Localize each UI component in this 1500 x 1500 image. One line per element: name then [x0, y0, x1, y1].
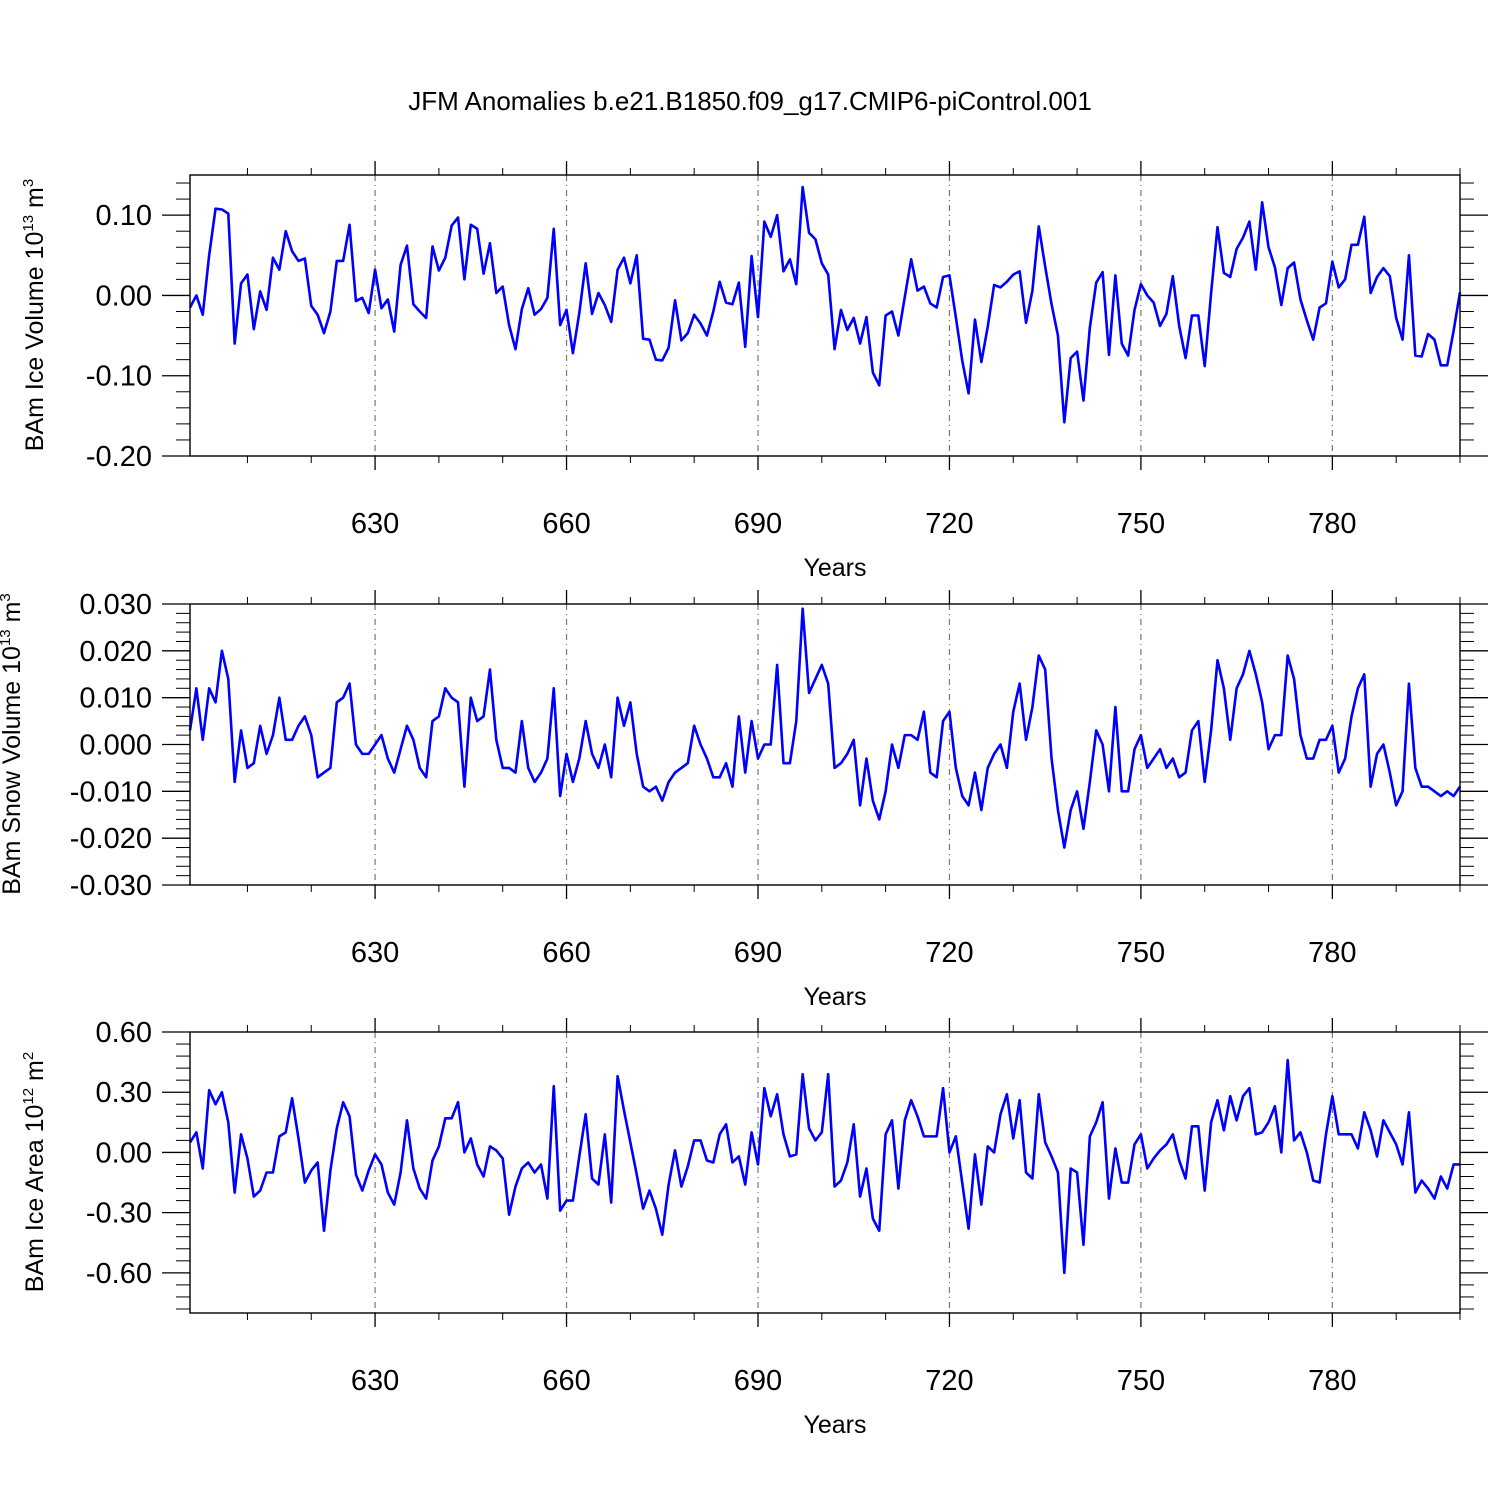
x-tick-label: 780	[1308, 937, 1356, 969]
x-tick-label: 690	[734, 508, 782, 540]
plot-frame	[189, 174, 1461, 457]
x-tick-label: 660	[542, 937, 590, 969]
x-axis-label: Years	[803, 1411, 866, 1439]
y-tick-label: 0.010	[79, 683, 152, 715]
series-line	[188, 607, 1462, 849]
x-tick-label: 690	[734, 1365, 782, 1397]
x-axis-label: Years	[803, 554, 866, 582]
plot-frame	[189, 1031, 1461, 1314]
y-axis-label: BAm Ice Volume 1013 m3	[20, 179, 49, 451]
y-tick-label: 0.000	[79, 730, 152, 762]
y-tick-label: -0.030	[70, 870, 152, 902]
y-tick-label: -0.010	[70, 776, 152, 808]
x-tick-label: 720	[925, 937, 973, 969]
x-tick-label: 690	[734, 937, 782, 969]
y-tick-label: -0.30	[86, 1198, 152, 1230]
x-tick-label: 750	[1117, 508, 1165, 540]
y-tick-label: -0.020	[70, 823, 152, 855]
x-tick-label: 630	[351, 937, 399, 969]
y-tick-label: 0.30	[96, 1077, 152, 1109]
x-tick-label: 720	[925, 508, 973, 540]
series-line	[188, 1058, 1460, 1275]
y-tick-label: 0.10	[96, 200, 152, 232]
y-tick-label: -0.60	[86, 1258, 152, 1290]
chart-panel-2: 630 660 690 720 750 780 -0.030 -0.020 -0.010 0.00…	[0, 589, 1488, 1011]
y-tick-label: 0.030	[79, 589, 152, 621]
y-axis-label: BAm Snow Volume 1013 m3	[0, 593, 26, 895]
y-tick-label: 0.020	[79, 636, 152, 668]
x-tick-label: 780	[1308, 508, 1356, 540]
series-line	[188, 185, 1462, 424]
y-tick-label: -0.10	[86, 361, 152, 393]
x-tick-label: 720	[925, 1365, 973, 1397]
chart-panel-1: 630 660 690 720 750 780 -0.20 -0.10 0.00 0.10 Year…	[20, 161, 1488, 582]
chart-title: JFM Anomalies b.e21.B1850.f09_g17.CMIP6-…	[408, 86, 1092, 116]
chart-panel-3: 630 660 690 720 750 780 -0.60 -0.30 0.00 0.30 0.60…	[20, 1017, 1488, 1439]
x-tick-label: 630	[351, 1365, 399, 1397]
x-tick-label: 780	[1308, 1365, 1356, 1397]
y-tick-label: 0.00	[96, 1137, 152, 1169]
x-axis-label: Years	[803, 983, 866, 1011]
x-tick-label: 660	[542, 1365, 590, 1397]
x-tick-label: 630	[351, 508, 399, 540]
y-tick-label: -0.20	[86, 441, 152, 473]
x-tick-label: 660	[542, 508, 590, 540]
y-tick-label: 0.60	[96, 1017, 152, 1049]
y-tick-label: 0.00	[96, 280, 152, 312]
x-tick-label: 750	[1117, 937, 1165, 969]
x-tick-label: 750	[1117, 1365, 1165, 1397]
y-axis-label: BAm Ice Area 1012 m2	[20, 1052, 49, 1292]
